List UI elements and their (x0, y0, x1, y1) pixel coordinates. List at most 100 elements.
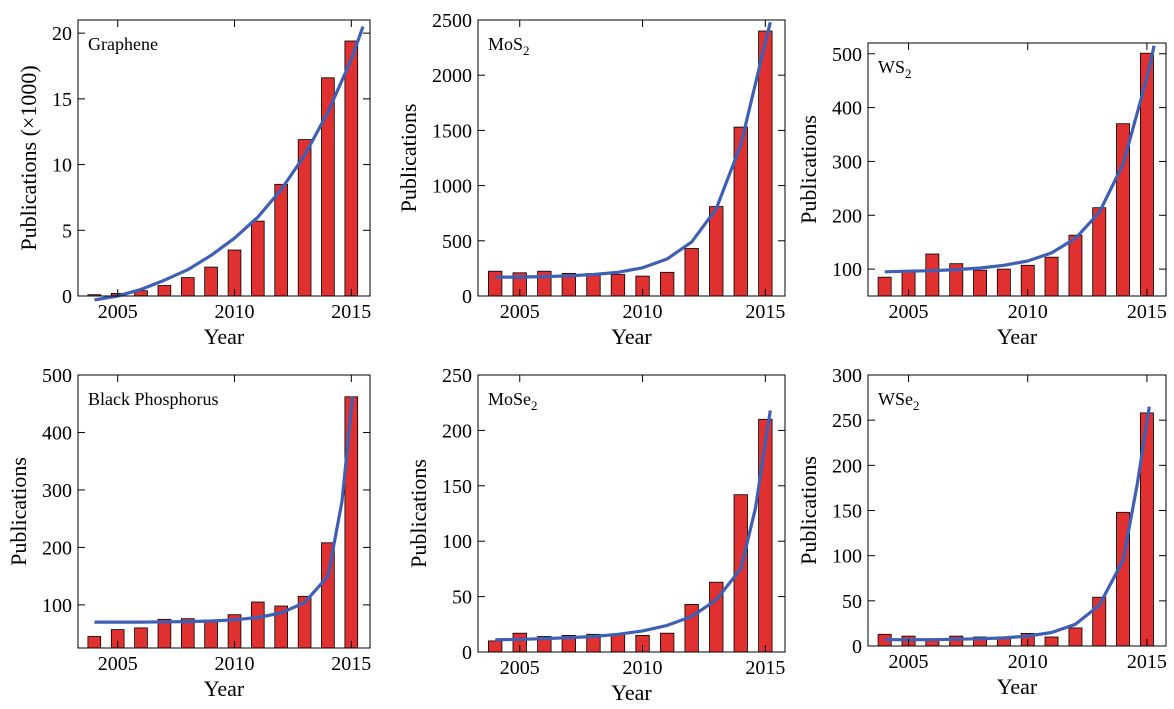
chart-panel-2: 0 500 1000 1500 2000 2500 2005 2010 2015 Year Publ… (396, 10, 786, 349)
x-tick-label: 2010 (623, 301, 663, 323)
y-tick-label: 15 (52, 89, 72, 111)
y-tick-label: 200 (42, 537, 72, 559)
fit-curve (495, 21, 772, 279)
fit-curve (94, 396, 355, 624)
x-tick-label: 2015 (745, 657, 785, 679)
x-axis-label: Year (997, 674, 1038, 699)
y-axis-label: Publications (796, 115, 821, 224)
panel-title-subscript: 2 (905, 66, 912, 81)
bar-2011 (660, 632, 675, 653)
plot-frame (77, 374, 371, 649)
y-tick-label: 200 (832, 205, 862, 227)
fit-curve (495, 410, 772, 642)
bar-2008 (973, 269, 988, 297)
y-tick-label: 1500 (432, 120, 472, 142)
plot-frame (477, 19, 786, 297)
y-tick-label: 500 (442, 231, 472, 253)
bar-2009 (610, 633, 626, 653)
y-tick-label: 500 (42, 365, 72, 387)
y-axis-label: Publications (396, 104, 421, 213)
bar-2012 (684, 248, 699, 297)
y-tick-label: 2000 (432, 65, 472, 87)
y-tick-label: 400 (832, 98, 862, 120)
panel-title: Graphene (88, 34, 158, 54)
chart-panel-4: 100 200 300 400 500 2005 2010 2015 Year Publicati… (6, 365, 371, 701)
bar-2009 (204, 620, 218, 649)
y-tick-label: 100 (832, 546, 862, 568)
bar-2013 (1092, 207, 1107, 297)
x-axis-label: Year (997, 324, 1038, 349)
panel-title: WSe2 (878, 389, 920, 413)
panel-title: MoS2 (488, 34, 530, 58)
x-tick-label: 2005 (98, 301, 138, 323)
y-tick-label: 200 (442, 420, 472, 442)
x-tick-label: 2005 (889, 651, 929, 673)
bar-2007 (157, 618, 172, 649)
bar-2008 (586, 272, 601, 297)
x-tick-label: 2015 (331, 301, 371, 323)
x-tick-label: 2010 (215, 653, 255, 675)
bar-2011 (250, 220, 265, 297)
y-tick-label: 200 (832, 455, 862, 477)
bar-2009 (610, 274, 626, 297)
plot-frame (77, 19, 371, 297)
chart-panel-3: 100 200 300 400 500 2005 2010 2015 Year Publicati… (796, 42, 1167, 349)
x-tick-label: 2015 (331, 653, 371, 675)
y-tick-label: 10 (52, 155, 72, 177)
y-tick-label: 150 (442, 476, 472, 498)
bar-2011 (660, 271, 675, 297)
chart-panel-6: 0 50 100 150 200 250 300 2005 2010 2015 Year Public… (796, 365, 1167, 699)
x-axis-label: Year (611, 680, 652, 705)
x-tick-label: 2005 (889, 301, 929, 323)
x-axis-label: Year (204, 676, 245, 701)
panel-title: Black Phosphorus (88, 389, 219, 409)
y-tick-label: 300 (832, 365, 862, 387)
bar-2012 (1068, 627, 1083, 647)
y-tick-label: 250 (442, 365, 472, 387)
bar-2007 (157, 285, 172, 297)
panel-title-subscript: 2 (913, 398, 920, 413)
plot-frame (477, 374, 786, 653)
y-tick-label: 100 (832, 259, 862, 281)
x-tick-label: 2015 (745, 301, 785, 323)
bar-2015 (344, 40, 359, 297)
bar-2006 (925, 253, 940, 297)
x-tick-label: 2005 (98, 653, 138, 675)
bar-2004 (487, 270, 503, 297)
bar-2006 (134, 627, 148, 649)
bar-2004 (87, 636, 102, 649)
bar-2012 (274, 183, 288, 297)
y-tick-label: 0 (462, 286, 472, 308)
fit-curve (884, 406, 1151, 642)
chart-panel-5: 0 50 100 150 200 250 2005 2010 2015 Year Publicati… (406, 365, 786, 705)
x-tick-label: 2010 (215, 301, 255, 323)
y-tick-label: 0 (462, 642, 472, 664)
bar-2009 (996, 268, 1011, 297)
bar-2011 (1044, 636, 1059, 647)
fit-curve (884, 45, 1156, 274)
y-tick-label: 300 (42, 480, 72, 502)
y-tick-label: 2500 (432, 10, 472, 32)
panel-title-subscript: 2 (523, 43, 530, 58)
x-tick-label: 2005 (500, 301, 540, 323)
y-tick-label: 1000 (432, 176, 472, 198)
y-tick-label: 50 (842, 591, 862, 613)
panel-title: WS2 (878, 57, 912, 81)
y-tick-label: 300 (832, 151, 862, 173)
y-axis-label: Publications (×1000) (16, 65, 41, 250)
y-tick-label: 150 (832, 501, 862, 523)
panel-title-subscript: 2 (531, 398, 538, 413)
y-tick-label: 250 (832, 410, 862, 432)
bar-2004 (877, 276, 892, 297)
x-tick-label: 2010 (623, 657, 663, 679)
panel-title: MoSe2 (488, 389, 538, 413)
y-axis-label: Publications (406, 459, 431, 568)
y-tick-label: 500 (832, 44, 862, 66)
bar-2013 (709, 206, 724, 297)
y-tick-label: 100 (442, 531, 472, 553)
x-tick-label: 2010 (1008, 651, 1048, 673)
x-tick-label: 2005 (500, 657, 540, 679)
x-tick-label: 2015 (1127, 651, 1167, 673)
y-tick-label: 400 (42, 422, 72, 444)
